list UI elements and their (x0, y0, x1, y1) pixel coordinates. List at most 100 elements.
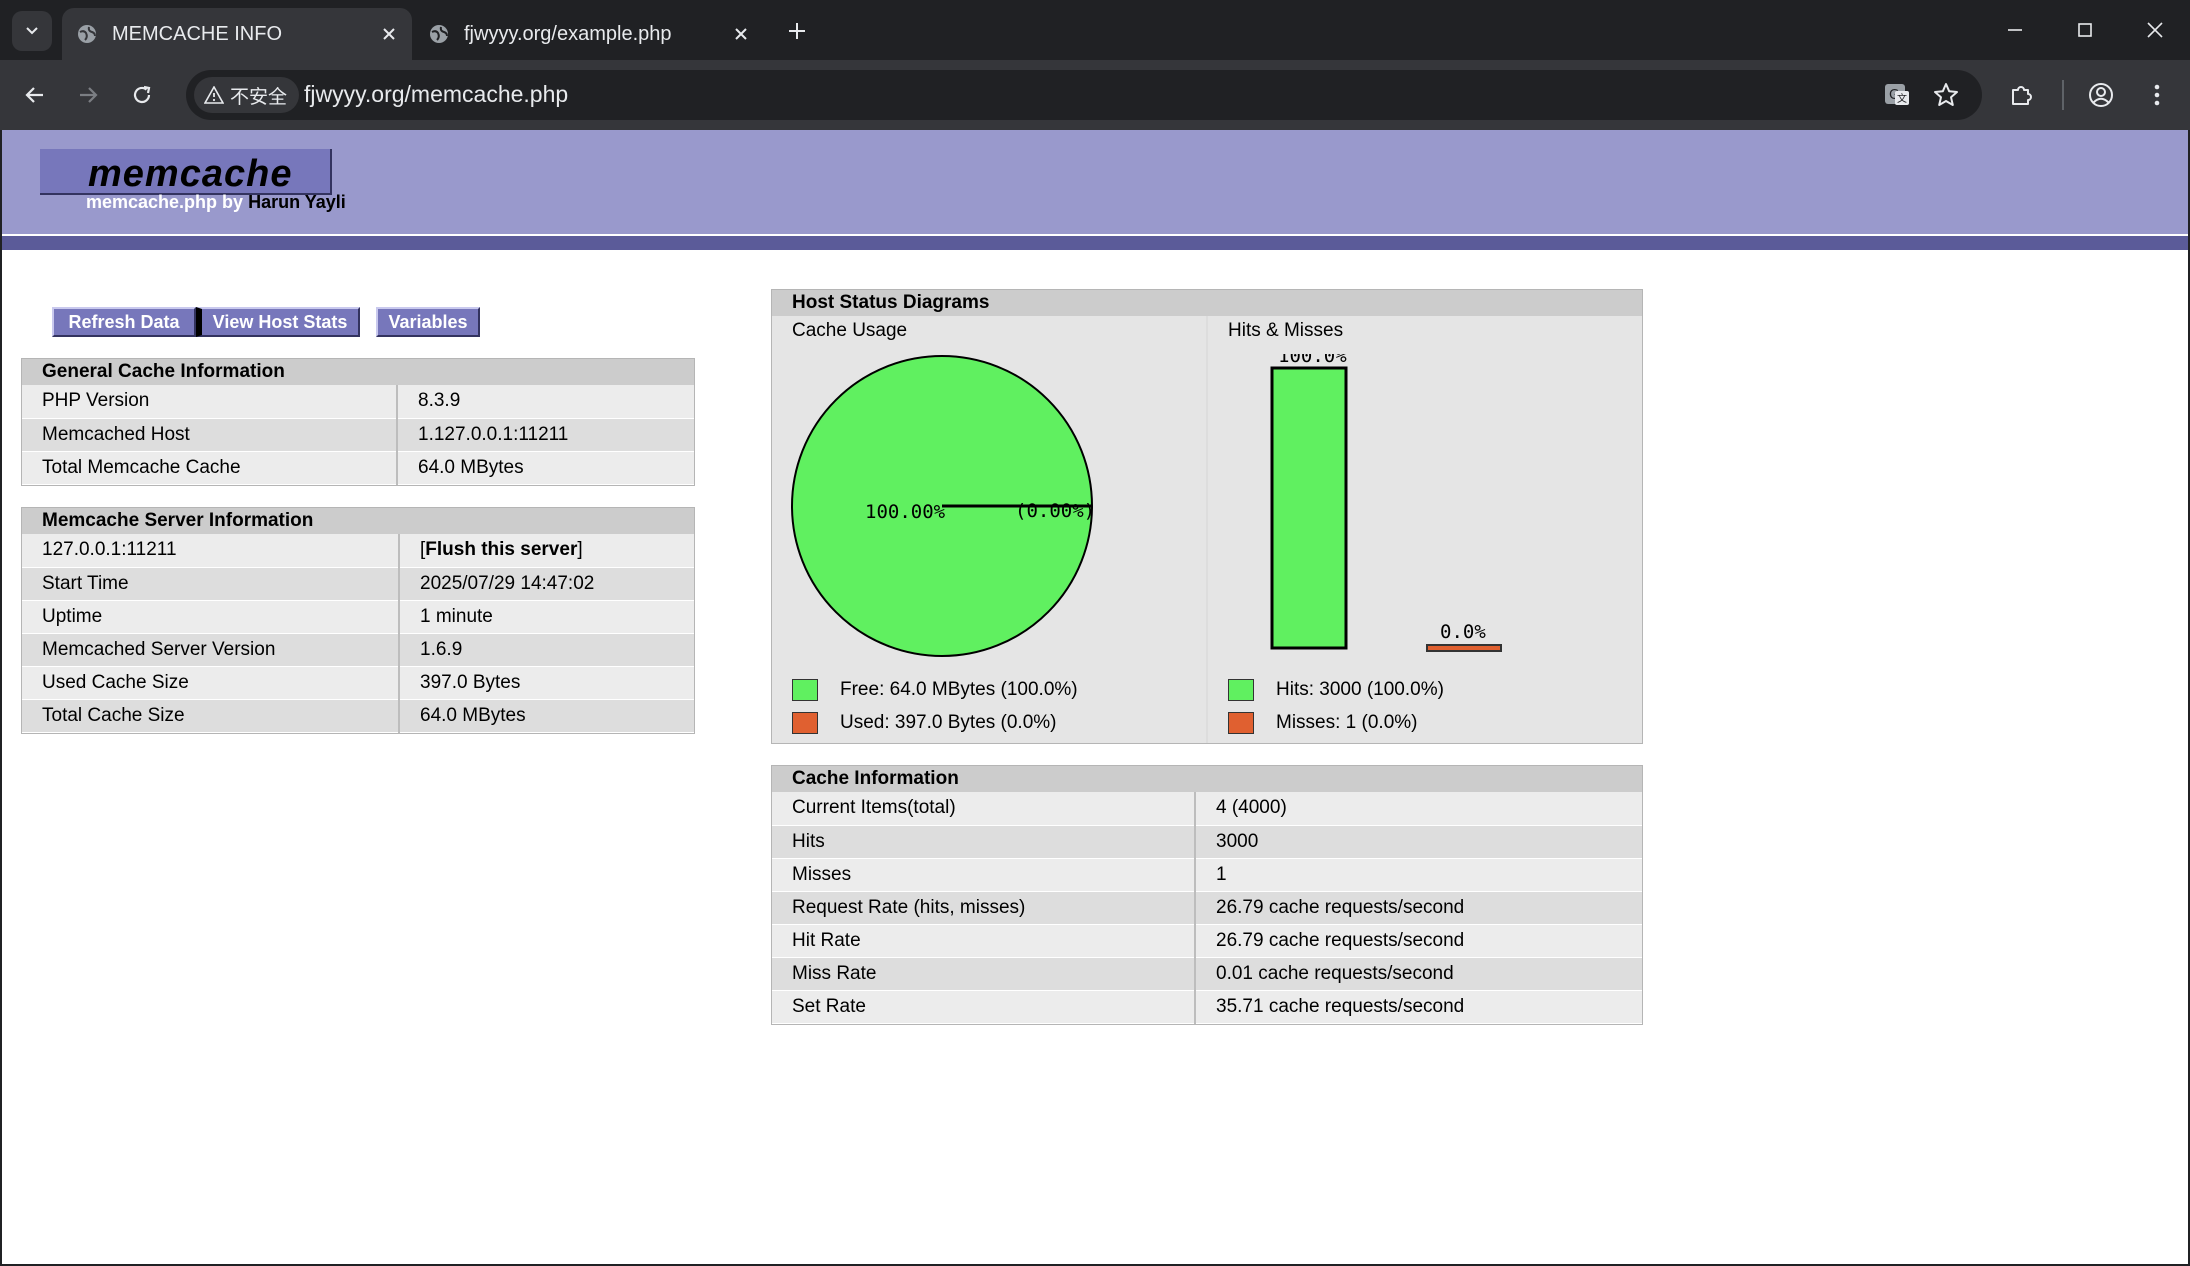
hits-misses-column: Hits & Misses 100.0% 0.0% Hits: 3000 (10… (1208, 316, 1642, 743)
panel-title: General Cache Information (22, 359, 694, 385)
legend-used: Used: 397.0 Bytes (0.0%) (792, 712, 1057, 734)
globe-icon (78, 25, 96, 43)
page-viewport: memcache memcache.php by Harun Yayli Ref… (2, 130, 2188, 1264)
forward-button[interactable] (68, 75, 108, 115)
reload-icon (133, 85, 151, 104)
reload-button[interactable] (122, 75, 162, 115)
panel-title: Memcache Server Information (22, 508, 694, 534)
tab-example-php[interactable]: fjwyyy.org/example.php (414, 8, 764, 60)
chevron-down-icon (26, 27, 38, 35)
view-host-stats-button[interactable]: View Host Stats (196, 307, 360, 337)
extensions-button[interactable] (2002, 75, 2042, 115)
legend-misses: Misses: 1 (0.0%) (1228, 712, 1417, 734)
pie-free-label: 100.00% (865, 501, 946, 523)
plus-icon (789, 23, 805, 39)
host-status-diagrams: Host Status Diagrams Cache Usage 100.00%… (771, 289, 1643, 744)
more-vertical-icon (2154, 84, 2160, 106)
row-value: 1.6.9 (399, 633, 694, 667)
table-row: Misses 1 (772, 858, 1642, 892)
maximize-button[interactable] (2060, 10, 2110, 50)
hits-misses-bars: 100.0% 0.0% (1270, 354, 1502, 652)
row-key: Used Cache Size (22, 666, 400, 700)
row-key: PHP Version (22, 385, 398, 419)
row-value: 1 (1195, 858, 1642, 892)
legend-swatch-hits (1228, 679, 1254, 701)
logo-box: memcache (40, 149, 332, 195)
new-tab-button[interactable] (780, 14, 814, 48)
menu-button[interactable] (2137, 75, 2177, 115)
bookmark-button[interactable] (1929, 78, 1963, 112)
table-row: Used Cache Size 397.0 Bytes (22, 666, 694, 700)
row-key: Hits (772, 825, 1196, 859)
back-arrow-icon (25, 87, 43, 103)
author-link[interactable]: Harun Yayli (248, 192, 346, 212)
row-value: 64.0 MBytes (399, 699, 694, 733)
tab-strip: MEMCACHE INFO fjwyyy.org/example.php (0, 0, 2190, 60)
row-key: Memcached Host (22, 418, 398, 452)
cache-usage-column: Cache Usage 100.00% (0.00%) Free: 64.0 M… (772, 316, 1206, 743)
table-row: Hits 3000 (772, 825, 1642, 859)
security-label: 不安全 (230, 86, 288, 108)
legend-free: Free: 64.0 MBytes (100.0%) (792, 679, 1078, 701)
refresh-data-button[interactable]: Refresh Data (52, 307, 196, 337)
translate-icon: G文 (1885, 84, 1909, 105)
row-value: 0.01 cache requests/second (1195, 957, 1642, 991)
legend-swatch-free (792, 679, 818, 701)
row-key: Uptime (22, 600, 400, 634)
table-row: Uptime 1 minute (22, 600, 694, 634)
legend-used-text: Used: 397.0 Bytes (0.0%) (840, 712, 1057, 733)
panel-title: Host Status Diagrams (772, 290, 1642, 316)
url-text[interactable]: fjwyyy.org/memcache.php (304, 81, 569, 107)
row-key: Misses (772, 858, 1196, 892)
cache-info-panel: Cache Information Current Items(total) 4… (771, 765, 1643, 1025)
legend-swatch-used (792, 712, 818, 734)
flush-server-link[interactable]: Flush this server (425, 539, 578, 561)
row-key: Start Time (22, 567, 400, 601)
row-key: Memcached Server Version (22, 633, 400, 667)
row-value: 1.127.0.0.1:11211 (397, 418, 694, 452)
table-row: Current Items(total) 4 (4000) (772, 792, 1642, 826)
variables-button[interactable]: Variables (376, 307, 480, 337)
tab-memcache-info[interactable]: MEMCACHE INFO (62, 8, 412, 60)
flush-cell: [Flush this server] (399, 534, 694, 568)
tab-search-button[interactable] (12, 11, 52, 51)
cache-table: Current Items(total) 4 (4000) Hits 3000 … (772, 792, 1642, 1024)
security-indicator[interactable]: 不安全 (194, 77, 300, 113)
tab-title: fjwyyy.org/example.php (464, 22, 672, 45)
tab-title: MEMCACHE INFO (112, 22, 282, 45)
row-key: Total Memcache Cache (22, 451, 398, 485)
legend-hits-text: Hits: 3000 (100.0%) (1276, 679, 1444, 700)
row-value: 26.79 cache requests/second (1195, 891, 1642, 925)
legend-swatch-misses (1228, 712, 1254, 734)
tab-close-button[interactable] (726, 19, 756, 49)
panel-title: Cache Information (772, 766, 1642, 792)
table-row: Set Rate 35.71 cache requests/second (772, 990, 1642, 1024)
server-host: 127.0.0.1:11211 (22, 534, 400, 568)
bar-misses-label: 0.0% (1440, 621, 1486, 643)
close-window-button[interactable] (2130, 10, 2180, 50)
close-icon (2147, 22, 2163, 38)
back-button[interactable] (15, 75, 55, 115)
byline: memcache.php by Harun Yayli (86, 192, 346, 213)
star-icon (1934, 83, 1958, 106)
profile-button[interactable] (2081, 75, 2121, 115)
bar-hits (1270, 366, 1348, 650)
row-value: 1 minute (399, 600, 694, 634)
table-row: Request Rate (hits, misses) 26.79 cache … (772, 891, 1642, 925)
table-row: 127.0.0.1:11211 [Flush this server] (22, 534, 694, 568)
row-key: Miss Rate (772, 957, 1196, 991)
row-value: 64.0 MBytes (397, 451, 694, 485)
table-row: PHP Version 8.3.9 (22, 385, 694, 419)
legend-free-text: Free: 64.0 MBytes (100.0%) (840, 679, 1078, 700)
minimize-button[interactable] (1990, 10, 2040, 50)
cache-usage-pie: 100.00% (0.00%) (791, 355, 1095, 657)
close-icon (383, 28, 395, 40)
row-value: 26.79 cache requests/second (1195, 924, 1642, 958)
byline-prefix: memcache.php by (86, 192, 244, 212)
flush-bracket-close: ] (577, 539, 583, 561)
table-row: Total Cache Size 64.0 MBytes (22, 699, 694, 733)
tab-close-button[interactable] (374, 19, 404, 49)
table-row: Total Memcache Cache 64.0 MBytes (22, 451, 694, 485)
